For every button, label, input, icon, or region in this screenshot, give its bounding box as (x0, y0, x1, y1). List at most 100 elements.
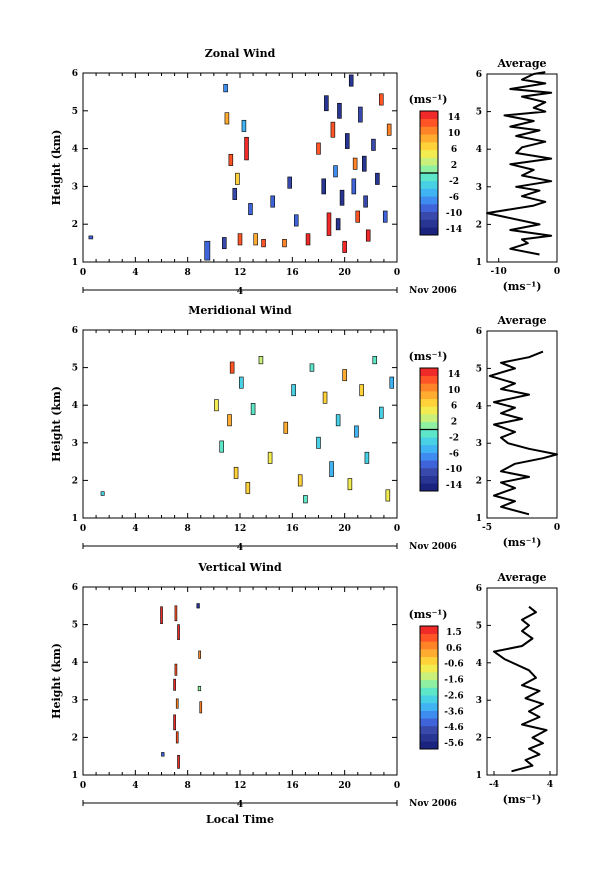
colorbar: (ms⁻¹)14 10 6 2 -2 -6 -10 -14 (409, 350, 462, 492)
colorbar-segment (420, 710, 438, 719)
y-tick-label: 6 (72, 69, 78, 79)
colorbar-segment (420, 149, 438, 158)
colorbar-segment (420, 444, 438, 453)
data-cell (359, 384, 364, 397)
data-cell (372, 356, 378, 365)
colorbar-tick-label: 14 (448, 113, 461, 123)
colorbar-segment (420, 211, 438, 220)
profile-panel: Average 1 2 3 4 5 6 -4 4 (ms⁻¹) (476, 571, 558, 806)
data-cell (339, 189, 345, 206)
x-tick-label: 8 (185, 524, 191, 534)
profile-y-tick-label: 6 (476, 584, 482, 594)
profile-y-tick-label: 4 (476, 402, 482, 412)
profile-y-tick-label: 5 (476, 364, 482, 374)
colorbar-segment (420, 406, 438, 415)
data-cell (379, 93, 384, 106)
x-tick-label: 20 (338, 781, 351, 791)
colorbar-tick-label: 14 (448, 370, 461, 380)
colorbar-segment (420, 695, 438, 704)
data-cell (322, 391, 328, 404)
colorbar-tick-label: -1.6 (444, 676, 463, 686)
data-cell (283, 421, 289, 434)
colorbar-segment (420, 111, 438, 120)
data-cell (333, 165, 338, 178)
data-cell (358, 106, 363, 123)
data-cell (282, 239, 287, 248)
colorbar-tick-label: -10 (446, 465, 462, 475)
profile-x-label: (ms⁻¹) (503, 793, 542, 806)
x-tick-label: 16 (286, 268, 299, 278)
y-tick-label: 5 (72, 364, 78, 374)
colorbar-unit: (ms⁻¹) (409, 350, 448, 363)
profile-x-label: (ms⁻¹) (503, 280, 542, 293)
colorbar-segment (420, 679, 438, 688)
data-cell (223, 84, 228, 93)
colorbar-segment (420, 180, 438, 189)
colorbar-segment (420, 733, 438, 742)
x-tick-label: 0 (80, 781, 86, 791)
data-cell (174, 605, 178, 622)
data-cell (324, 95, 329, 112)
profile-y-tick-label: 1 (476, 771, 482, 781)
profile-x-tick-label: -4 (489, 780, 499, 790)
data-cell (197, 685, 202, 692)
colorbar-tick-label: 1.5 (446, 628, 462, 638)
profile-y-tick-label: 3 (476, 696, 482, 706)
colorbar-segment (420, 118, 438, 127)
profile-x-tick-label: 0 (554, 523, 560, 533)
data-cell (241, 119, 247, 132)
data-cell (355, 210, 361, 223)
profile-line (493, 605, 548, 773)
data-cell (235, 172, 240, 185)
data-cell (245, 481, 251, 494)
x-tick-label: 12 (234, 524, 247, 534)
data-cell (177, 624, 180, 640)
profile-line (486, 71, 553, 256)
data-cell (347, 478, 353, 491)
data-cell (175, 698, 179, 709)
profile-x-tick-label: -10 (491, 267, 507, 277)
colorbar-tick-label: -2 (449, 177, 459, 187)
colorbar-segment (420, 188, 438, 197)
colorbar-tick-label: -2.6 (444, 691, 463, 701)
y-tick-label: 1 (72, 258, 78, 268)
data-cells (88, 74, 392, 261)
colorbar-unit: (ms⁻¹) (409, 93, 448, 106)
colorbar-tick-label: -6 (449, 193, 459, 203)
x-tick-label: 0 (394, 524, 400, 534)
month-label: Nov 2006 (409, 286, 457, 296)
data-cell (229, 361, 235, 374)
data-cell (362, 155, 367, 172)
colorbar-segment (420, 421, 438, 430)
data-cell (354, 425, 359, 438)
data-cell (239, 376, 244, 389)
data-cell (196, 603, 200, 609)
data-cell (233, 466, 239, 479)
data-cell (287, 176, 292, 189)
y-tick-label: 1 (72, 771, 78, 781)
data-cell (174, 663, 178, 676)
data-cell (253, 233, 258, 246)
colorbar-segment (420, 664, 438, 673)
colorbar-segment (420, 368, 438, 376)
data-cell (345, 133, 350, 149)
data-cell (386, 123, 392, 136)
colorbar-segment (420, 398, 438, 407)
data-cell (204, 240, 211, 261)
data-cell (335, 414, 341, 427)
y-tick-label: 6 (72, 326, 78, 336)
colorbar-tick-label: 6 (451, 145, 457, 155)
colorbar-segment (420, 227, 438, 236)
data-cell (316, 436, 321, 449)
colorbar-segment (420, 391, 438, 400)
x-tick-label: 0 (394, 268, 400, 278)
data-cell (219, 440, 224, 453)
colorbar-segment (420, 702, 438, 711)
data-cell (232, 187, 238, 200)
y-tick-label: 5 (72, 621, 78, 631)
colorbar-segment (420, 641, 438, 650)
profile-y-tick-label: 4 (476, 145, 482, 155)
profile-y-tick-label: 5 (476, 621, 482, 631)
